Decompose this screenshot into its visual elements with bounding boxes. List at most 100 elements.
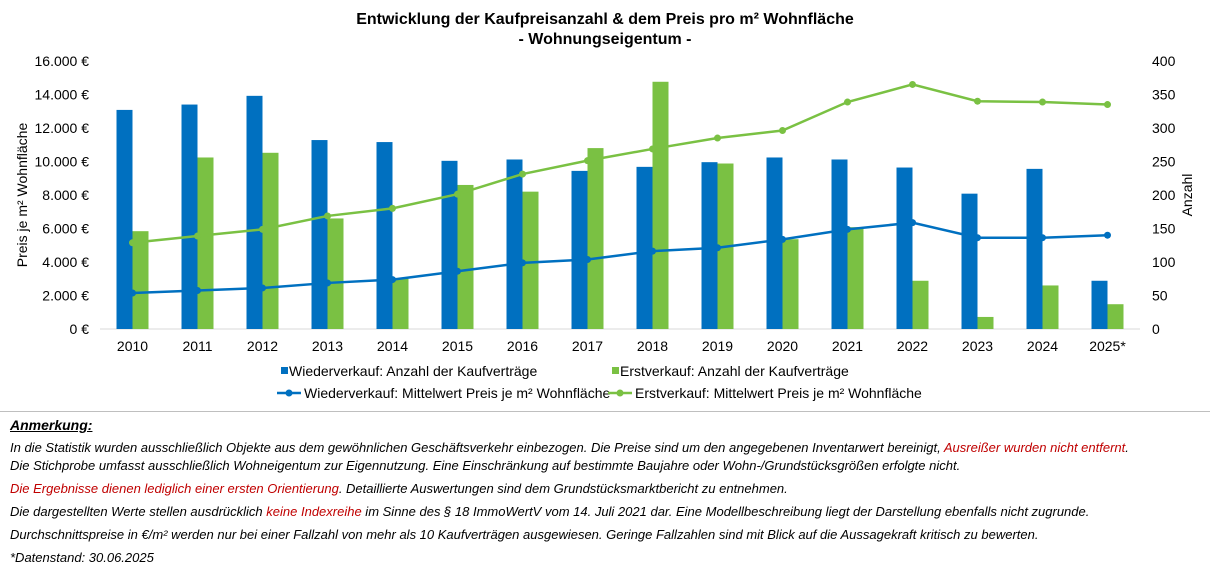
note-line-2: Die Stichprobe umfasst ausschließlich Wo… bbox=[10, 458, 961, 473]
y-left-tick-label: 14.000 € bbox=[35, 87, 90, 103]
y-right-tick-label: 300 bbox=[1152, 120, 1176, 136]
notes-panel: Anmerkung: In die Statistik wurden aussc… bbox=[10, 416, 1205, 567]
point-wiederverkauf-preis bbox=[1104, 231, 1111, 239]
point-wiederverkauf-preis bbox=[584, 255, 591, 263]
y-left-tick-label: 8.000 € bbox=[42, 187, 89, 203]
bar-wiederverkauf bbox=[1091, 280, 1108, 329]
x-tick-label: 2023 bbox=[962, 338, 993, 354]
bar-wiederverkauf bbox=[571, 170, 588, 329]
note-line-1: In die Statistik wurden ausschließlich O… bbox=[10, 439, 1205, 457]
point-wiederverkauf-preis bbox=[194, 286, 201, 294]
plot-area: 0 € 2.000 € 4.000 € 6.000 € 8.000 € 10.000 € 1… bbox=[35, 53, 1176, 354]
bar-wiederverkauf bbox=[831, 159, 848, 329]
chart: Entwicklung der Kaufpreisanzahl & dem Pr… bbox=[14, 11, 1195, 401]
x-tick-label: 2017 bbox=[572, 338, 603, 354]
point-erstverkauf-preis bbox=[779, 127, 786, 135]
legend-label: Wiederverkauf: Mittelwert Preis je m² Wo… bbox=[304, 385, 610, 401]
legend-swatch-marker bbox=[616, 389, 624, 397]
bar-erstverkauf bbox=[197, 157, 214, 329]
note-line-3: Die Ergebnisse dienen lediglich einer er… bbox=[10, 480, 1205, 498]
y-right-tick-label: 400 bbox=[1152, 53, 1176, 69]
note-line-4-end: im Sinne des § 18 ImmoWertV vom 14. Juli… bbox=[361, 504, 1090, 519]
point-erstverkauf-preis bbox=[194, 232, 201, 240]
point-wiederverkauf-preis bbox=[454, 267, 461, 275]
point-erstverkauf-preis bbox=[649, 145, 656, 153]
point-wiederverkauf-preis bbox=[389, 276, 396, 284]
note-line-4: Die dargestellten Werte stellen ausdrück… bbox=[10, 503, 1205, 521]
bar-erstverkauf bbox=[522, 191, 539, 329]
bar-wiederverkauf bbox=[961, 193, 978, 329]
line-wiederverkauf-preis bbox=[132, 221, 1108, 295]
legend-label: Erstverkauf: Mittelwert Preis je m² Wohn… bbox=[635, 385, 922, 401]
point-wiederverkauf-preis bbox=[649, 247, 656, 255]
point-wiederverkauf-preis bbox=[779, 235, 786, 243]
note-line-6: *Datenstand: 30.06.2025 bbox=[10, 550, 154, 565]
point-erstverkauf-preis bbox=[844, 98, 851, 106]
point-erstverkauf-preis bbox=[1104, 101, 1111, 109]
y-right-tick-label: 50 bbox=[1152, 288, 1168, 304]
x-tick-label: 2014 bbox=[377, 338, 408, 354]
legend-label: Wiederverkauf: Anzahl der Kaufverträge bbox=[289, 363, 537, 379]
bar-erstverkauf bbox=[262, 152, 279, 329]
bar-wiederverkauf bbox=[766, 157, 783, 329]
y-left-tick-label: 16.000 € bbox=[35, 53, 90, 69]
point-wiederverkauf-preis bbox=[519, 259, 526, 267]
note-line-3-text: . Detaillierte Auswertungen sind dem Gru… bbox=[338, 481, 788, 496]
bar-erstverkauf bbox=[847, 227, 864, 329]
note-line-1-highlight: Ausreißer wurden nicht entfernt bbox=[943, 440, 1126, 455]
y-left-tick-label: 2.000 € bbox=[42, 288, 89, 304]
x-tick-label: 2010 bbox=[117, 338, 148, 354]
note-line-4-text: Die dargestellten Werte stellen ausdrück… bbox=[10, 504, 267, 519]
legend: Wiederverkauf: Anzahl der Kaufverträge Er… bbox=[277, 363, 922, 401]
bar-erstverkauf bbox=[132, 231, 149, 329]
note-line-4-highlight: keine Indexreihe bbox=[266, 504, 362, 519]
bar-erstverkauf bbox=[392, 278, 409, 329]
x-tick-label: 2020 bbox=[767, 338, 798, 354]
bar-erstverkauf bbox=[457, 184, 474, 329]
point-erstverkauf-preis bbox=[1039, 98, 1046, 106]
point-erstverkauf-preis bbox=[974, 97, 981, 105]
bar-wiederverkauf bbox=[1026, 168, 1043, 329]
x-tick-label: 2013 bbox=[312, 338, 343, 354]
y-right-label: Anzahl bbox=[1179, 174, 1195, 217]
line-erstverkauf-preis bbox=[132, 83, 1108, 244]
point-erstverkauf-preis bbox=[454, 190, 461, 198]
bar-wiederverkauf bbox=[181, 104, 198, 329]
x-tick-label: 2018 bbox=[637, 338, 668, 354]
point-wiederverkauf-preis bbox=[974, 234, 981, 242]
y-left-tick-label: 4.000 € bbox=[42, 254, 89, 270]
bar-erstverkauf bbox=[1042, 285, 1059, 329]
y-left-tick-label: 12.000 € bbox=[35, 120, 90, 136]
point-wiederverkauf-preis bbox=[844, 225, 851, 233]
chart-container: Entwicklung der Kaufpreisanzahl & dem Pr… bbox=[0, 11, 1210, 412]
bar-wiederverkauf bbox=[701, 162, 718, 329]
bar-erstverkauf bbox=[327, 218, 344, 329]
point-erstverkauf-preis bbox=[129, 239, 136, 247]
point-erstverkauf-preis bbox=[714, 134, 721, 142]
y-left-tick-label: 6.000 € bbox=[42, 221, 89, 237]
x-tick-label: 2015 bbox=[442, 338, 473, 354]
point-erstverkauf-preis bbox=[259, 225, 266, 233]
note-line-5: Durchschnittspreise in €/m² werden nur b… bbox=[10, 527, 1039, 542]
y-left-tick-label: 10.000 € bbox=[35, 154, 90, 170]
bar-erstverkauf bbox=[1107, 304, 1124, 329]
note-line-3-highlight: Die Ergebnisse dienen lediglich einer er… bbox=[10, 481, 339, 496]
x-tick-label: 2022 bbox=[897, 338, 928, 354]
y-right-tick-label: 0 bbox=[1152, 321, 1160, 337]
y-right-tick-label: 250 bbox=[1152, 154, 1176, 170]
bar-wiederverkauf bbox=[311, 140, 328, 329]
point-erstverkauf-preis bbox=[584, 157, 591, 165]
x-tick-label: 2012 bbox=[247, 338, 278, 354]
y-right-tick-label: 100 bbox=[1152, 254, 1176, 270]
x-tick-label: 2019 bbox=[702, 338, 733, 354]
y-right-tick-label: 200 bbox=[1152, 187, 1176, 203]
bar-erstverkauf bbox=[782, 239, 799, 329]
bar-erstverkauf bbox=[652, 81, 669, 330]
y-left-label: Preis je m² Wohnfläche bbox=[14, 123, 30, 268]
point-wiederverkauf-preis bbox=[909, 219, 916, 227]
notes-heading: Anmerkung: bbox=[10, 417, 93, 433]
bar-erstverkauf bbox=[587, 148, 604, 329]
x-tick-label: 2021 bbox=[832, 338, 863, 354]
y-right-tick-label: 150 bbox=[1152, 221, 1176, 237]
x-tick-label: 2016 bbox=[507, 338, 538, 354]
